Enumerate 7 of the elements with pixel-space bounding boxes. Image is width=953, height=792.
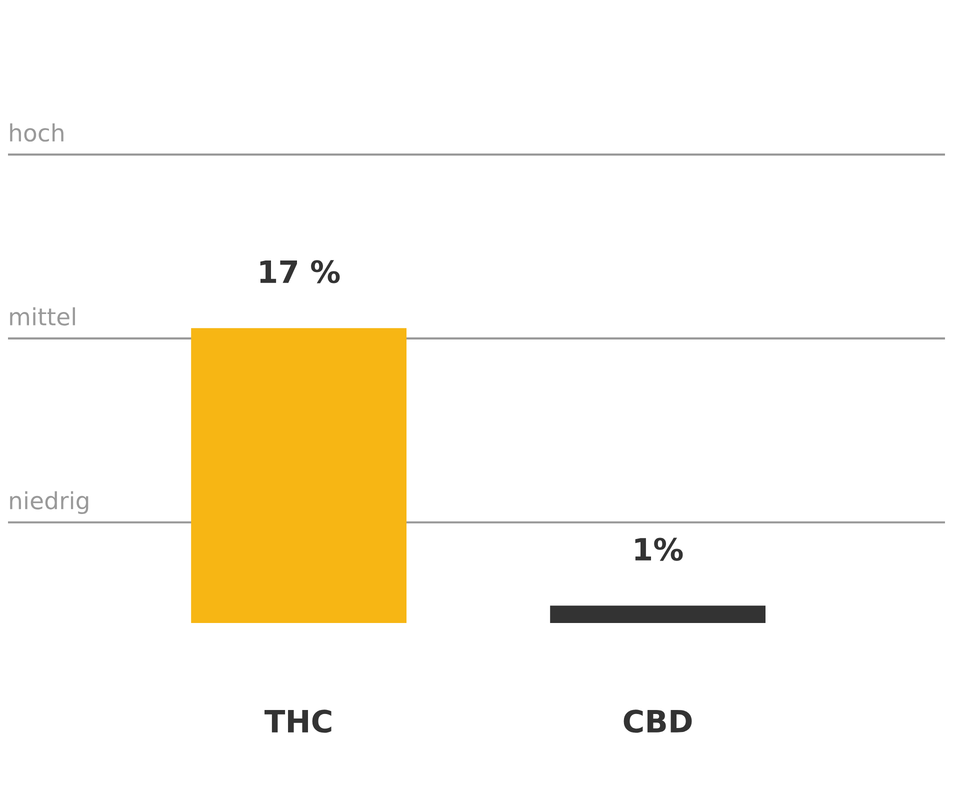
- ref-line-label: mittel: [10, 307, 75, 326]
- data-label: 1%: [635, 538, 683, 561]
- x-tick-label: THC: [264, 710, 332, 733]
- ref-line-label: niedrig: [10, 491, 88, 514]
- data-label: 17 %: [260, 260, 340, 284]
- x-tick-label: CBD: [624, 710, 692, 733]
- ref-line-label: hoch: [10, 123, 64, 142]
